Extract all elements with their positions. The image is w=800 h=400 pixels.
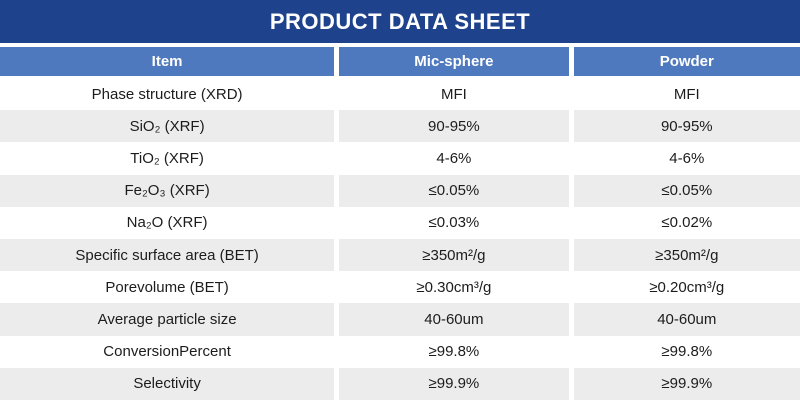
item-cell: TiO₂ (XRF)	[0, 142, 340, 175]
table-row: Specific surface area (BET) ≥350m²/g ≥35…	[0, 239, 800, 272]
table-row: Phase structure (XRD) MFI MFI	[0, 78, 800, 111]
item-cell: Phase structure (XRD)	[0, 78, 340, 111]
item-cell: Na₂O (XRF)	[0, 206, 340, 240]
header-powder: Powder	[573, 47, 800, 76]
table-row: Na₂O (XRF) ≤0.03% ≤0.02%	[0, 206, 800, 240]
page-title: PRODUCT DATA SHEET	[269, 8, 531, 34]
table-row: Porevolume (BET) ≥0.30cm³/g ≥0.20cm³/g	[0, 271, 800, 304]
item-cell: Porevolume (BET)	[0, 271, 340, 304]
item-cell: SiO₂ (XRF)	[0, 110, 340, 143]
header-item: Item	[0, 47, 340, 76]
header-mic-sphere: Mic-sphere	[339, 47, 574, 76]
table-row: Average particle size 40-60um 40-60um	[0, 303, 800, 336]
item-cell: Specific surface area (BET)	[0, 239, 340, 272]
powder-cell: ≥99.8%	[573, 335, 800, 368]
mic-sphere-cell: ≥99.8%	[339, 335, 574, 368]
powder-cell: 40-60um	[573, 303, 800, 336]
powder-cell: ≥350m²/g	[573, 239, 800, 272]
table-row: Selectivity ≥99.9% ≥99.9%	[0, 367, 800, 400]
powder-cell: MFI	[573, 78, 800, 111]
mic-sphere-cell: ≤0.05%	[339, 174, 574, 207]
item-cell: Selectivity	[0, 367, 340, 400]
powder-cell: 4-6%	[573, 142, 800, 175]
banner: PRODUCT DATA SHEET	[0, 0, 800, 43]
mic-sphere-cell: MFI	[339, 78, 574, 111]
item-cell: ConversionPercent	[0, 335, 340, 368]
table-row: SiO₂ (XRF) 90-95% 90-95%	[0, 110, 800, 143]
table-header-row: Item Mic-sphere Powder	[0, 47, 800, 78]
mic-sphere-cell: 40-60um	[339, 303, 574, 336]
table-row: Fe₂O₃ (XRF) ≤0.05% ≤0.05%	[0, 174, 800, 207]
powder-cell: ≤0.02%	[573, 206, 800, 240]
mic-sphere-cell: ≤0.03%	[339, 206, 574, 240]
table-row: ConversionPercent ≥99.8% ≥99.8%	[0, 335, 800, 368]
mic-sphere-cell: ≥350m²/g	[339, 239, 574, 272]
mic-sphere-cell: ≥99.9%	[339, 367, 574, 400]
item-cell: Average particle size	[0, 303, 340, 336]
mic-sphere-cell: ≥0.30cm³/g	[339, 271, 574, 304]
mic-sphere-cell: 90-95%	[339, 110, 574, 143]
table-row: TiO₂ (XRF) 4-6% 4-6%	[0, 142, 800, 175]
powder-cell: ≥99.9%	[573, 367, 800, 400]
banner-divider	[0, 43, 800, 47]
mic-sphere-cell: 4-6%	[339, 142, 574, 175]
item-cell: Fe₂O₃ (XRF)	[0, 174, 340, 207]
powder-cell: ≤0.05%	[573, 174, 800, 207]
powder-cell: 90-95%	[573, 110, 800, 143]
table-body: Phase structure (XRD) MFI MFI SiO₂ (XRF)…	[0, 78, 800, 400]
powder-cell: ≥0.20cm³/g	[573, 271, 800, 304]
